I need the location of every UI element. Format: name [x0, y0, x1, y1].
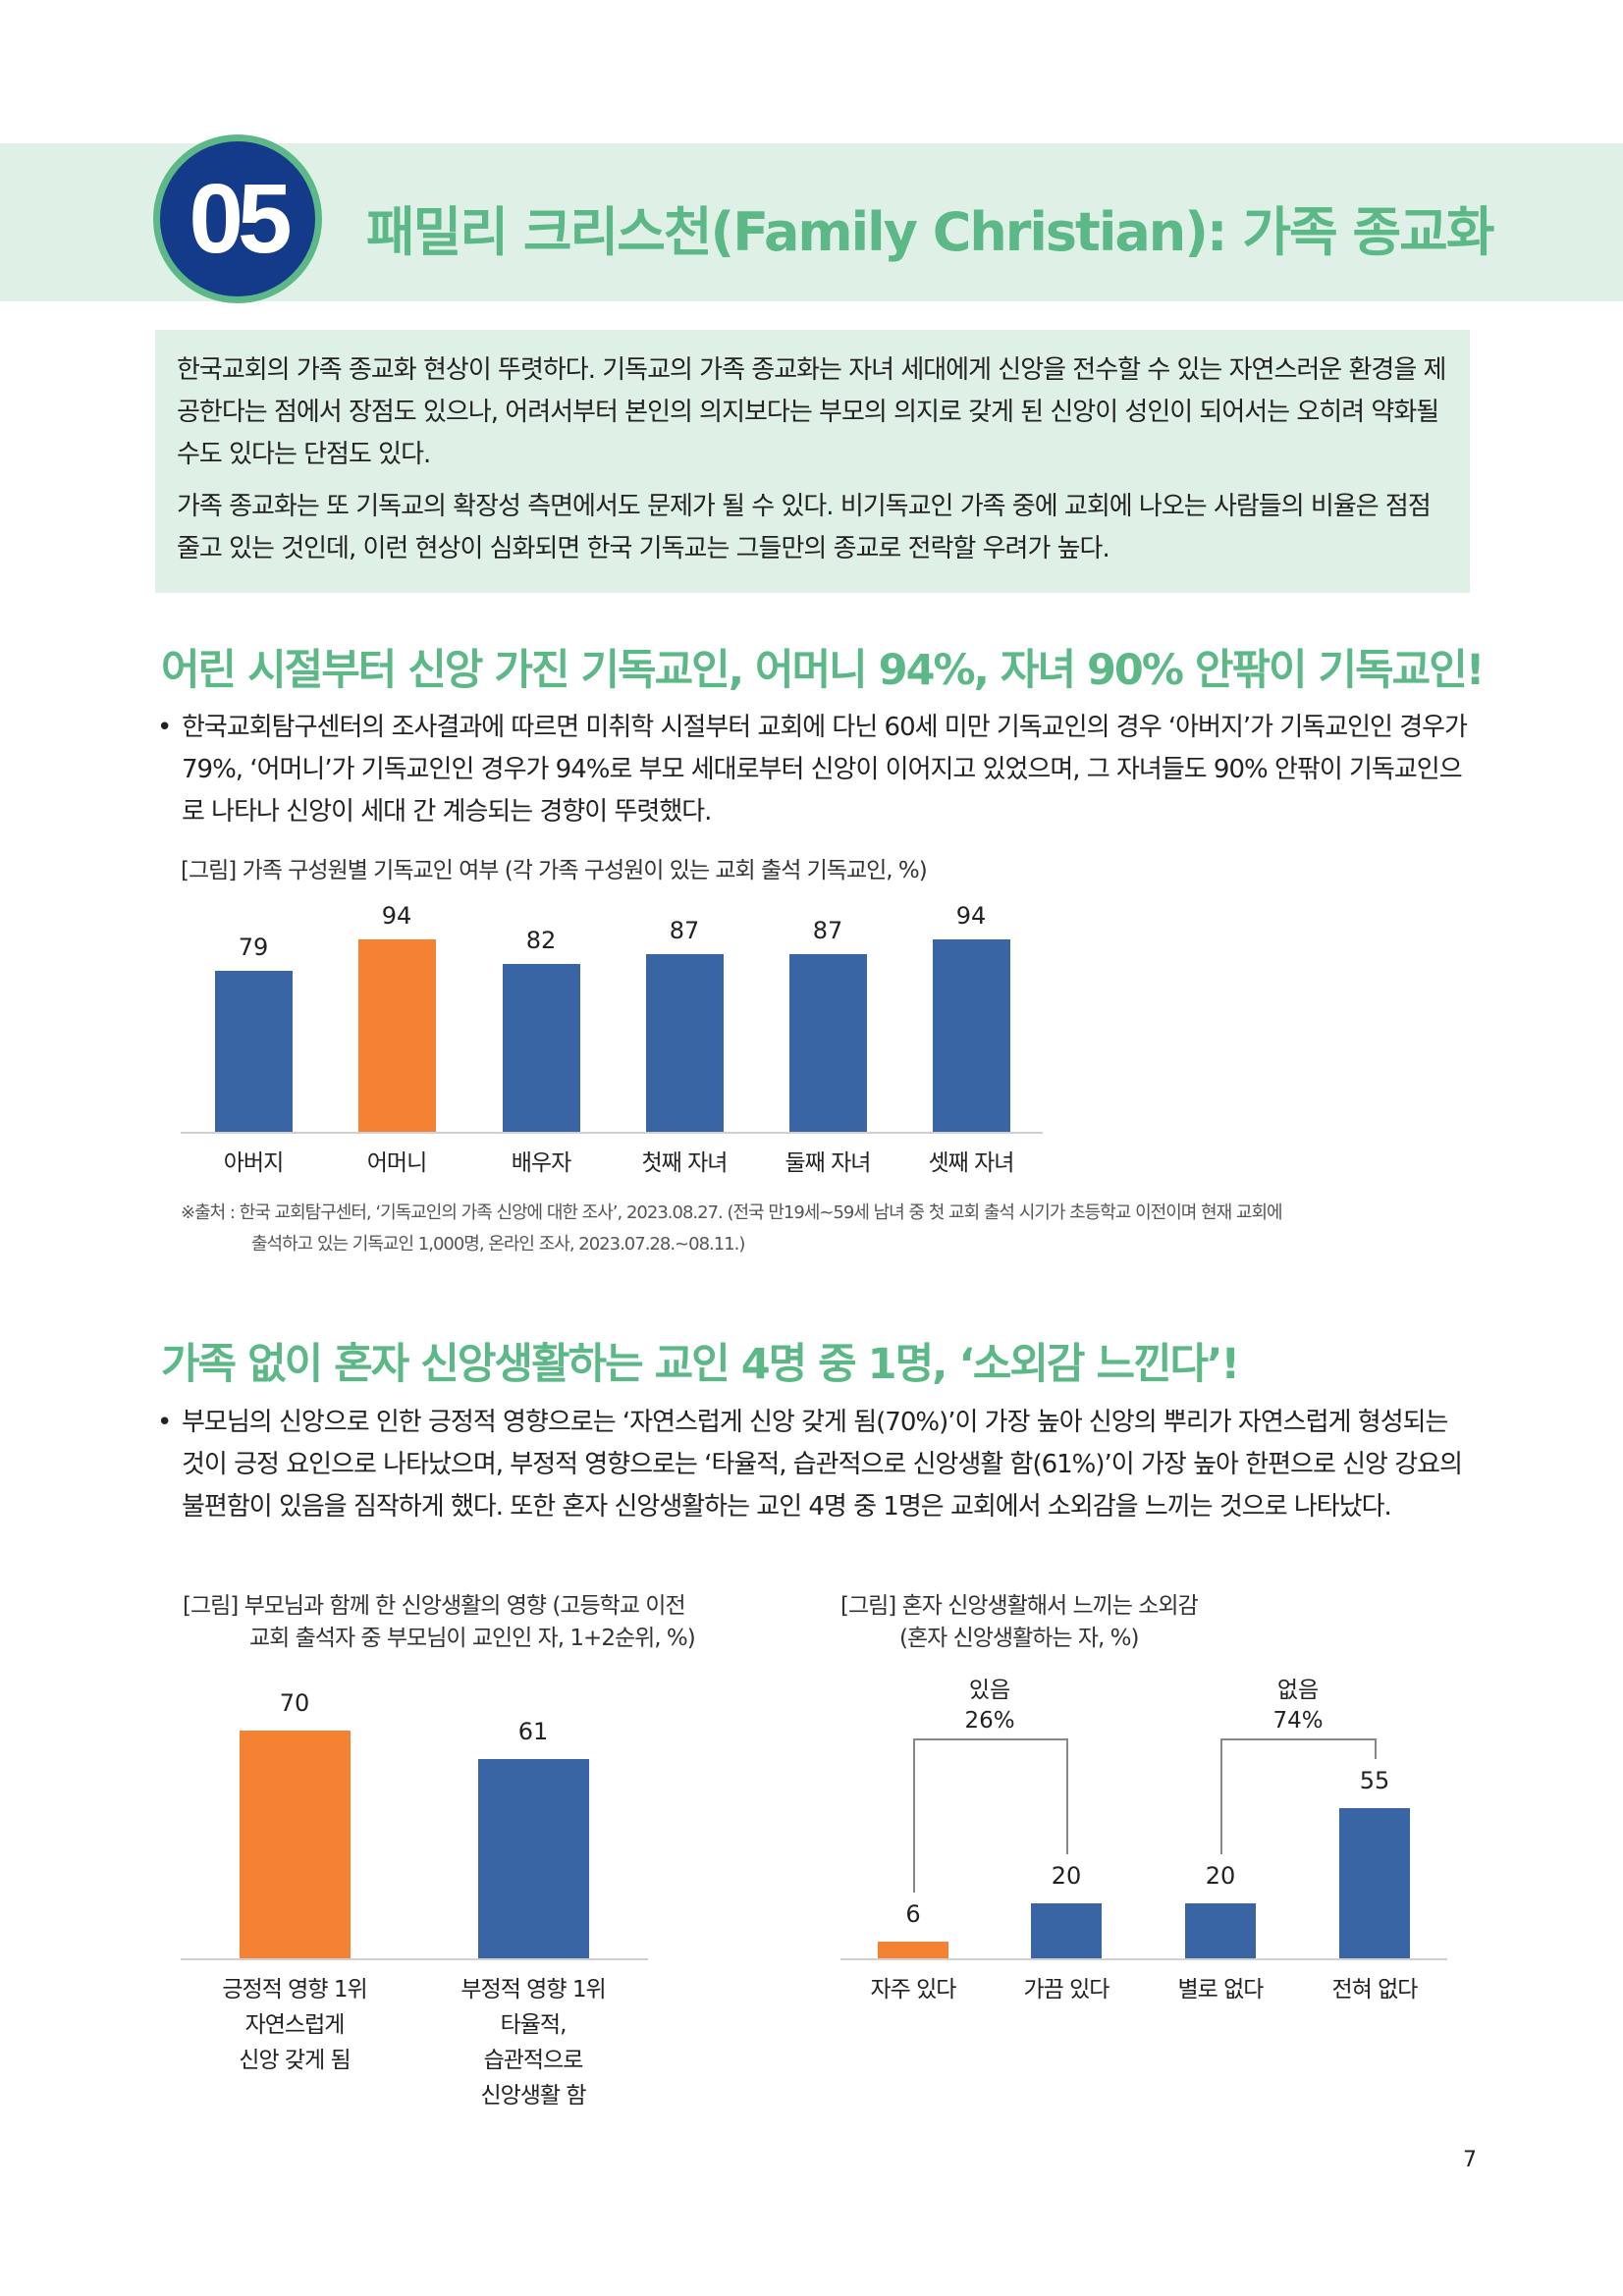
bullet-paragraph-1: • 한국교회탐구센터의 조사결과에 따르면 미취학 시절부터 교회에 다닌 60… [157, 707, 1473, 833]
bar [357, 939, 436, 1132]
bar [239, 1730, 351, 1958]
group-label-value: 74% [1272, 1708, 1324, 1734]
category-label-line: 어머니 [366, 1150, 427, 1176]
chart2-caption: [그림] 부모님과 함께 한 신앙생활의 영향 (고등학교 이전 교회 출석자 … [183, 1590, 696, 1655]
chart3-caption: [그림] 혼자 신앙생활해서 느끼는 소외감 (혼자 신앙생활하는 자, %) [840, 1590, 1199, 1655]
bullet-paragraph-2: • 부모님의 신앙으로 인한 긍정적 영향으로는 ‘자연스럽게 신앙 갖게 됨(… [157, 1402, 1473, 1528]
data-label: 87 [812, 917, 843, 945]
caption-line: [그림] 부모님과 함께 한 신앙생활의 영향 (고등학교 이전 [183, 1593, 686, 1619]
category-label-line: 습관적으로 [483, 2048, 584, 2073]
data-label: 82 [525, 927, 557, 955]
category-label-line: 전혀 없다 [1331, 1977, 1419, 2002]
data-label: 20 [1051, 1862, 1082, 1891]
category-label-line: 긍정적 영향 1위 [222, 1977, 367, 2002]
bar [214, 970, 293, 1132]
bullet-marker: • [157, 1408, 172, 1437]
caption-line: [그림] 혼자 신앙생활해서 느끼는 소외감 [840, 1593, 1199, 1619]
data-label: 61 [517, 1718, 549, 1746]
category-label: 어머니 [298, 1146, 495, 1181]
category-label: 가끔 있다 [968, 1972, 1164, 2007]
category-label: 셋째 자녀 [873, 1146, 1069, 1181]
category-label: 자주 있다 [815, 1972, 1011, 2007]
data-label: 55 [1359, 1766, 1390, 1794]
bar [1185, 1903, 1256, 1958]
section-number-badge: 05 [153, 134, 322, 303]
data-label: 94 [955, 902, 987, 931]
summary-paragraph: 가족 종교화는 또 기독교의 확장성 측면에서도 문제가 될 수 있다. 비기독… [177, 492, 1432, 563]
category-label-line: 부정적 영향 1위 [460, 1977, 606, 2002]
bullet-marker: • [157, 713, 172, 742]
group-label-value: 26% [964, 1708, 1015, 1734]
paragraph-text: 부모님의 신앙으로 인한 긍정적 영향으로는 ‘자연스럽게 신앙 갖게 됨(70… [182, 1408, 1463, 1522]
source-note: ※출처 : 한국 교회탐구센터, ‘기독교인의 가족 신앙에 대한 조사’, 2… [181, 1198, 1477, 1260]
data-label: 20 [1205, 1862, 1236, 1891]
summary-paragraph: 한국교회의 가족 종교화 현상이 뚜렷하다. 기독교의 가족 종교화는 자녀 세… [177, 355, 1446, 469]
category-label-line: 둘째 자녀 [784, 1150, 872, 1176]
category-label-line: 자주 있다 [870, 1977, 957, 2002]
category-label-line: 가끔 있다 [1023, 1977, 1110, 2002]
category-label-line: 아버지 [223, 1150, 284, 1176]
bracket-line [1066, 1738, 1068, 1855]
category-label: 첫째 자녀 [586, 1146, 783, 1181]
caption-line: 교회 출석자 중 부모님이 교인인 자, 1+2순위, %) [249, 1626, 696, 1651]
group-label: 있음 26% [931, 1676, 1049, 1736]
category-label-line: 별로 없다 [1177, 1977, 1265, 2002]
data-label: 87 [669, 917, 700, 945]
source-line: 출석하고 있는 기독교인 1,000명, 온라인 조사, 2023.07.28.… [251, 1234, 745, 1255]
paragraph-text: 한국교회탐구센터의 조사결과에 따르면 미취학 시절부터 교회에 다닌 60세 … [182, 713, 1468, 827]
page-number: 7 [1463, 2148, 1477, 2172]
bracket-line [913, 1738, 1066, 1740]
bracket-line [1375, 1738, 1377, 1759]
category-label: 배우자 [443, 1146, 639, 1181]
category-label-line: 신앙 갖게 됨 [239, 2048, 351, 2073]
category-label: 아버지 [155, 1146, 352, 1181]
category-label: 전혀 없다 [1276, 1972, 1473, 2007]
summary-box: 한국교회의 가족 종교화 현상이 뚜렷하다. 기독교의 가족 종교화는 자녀 세… [155, 330, 1470, 593]
source-line: ※출처 : 한국 교회탐구센터, ‘기독교인의 가족 신앙에 대한 조사’, 2… [181, 1202, 1283, 1223]
bar [878, 1942, 948, 1958]
bar [477, 1759, 589, 1958]
x-axis-line [840, 1958, 1447, 1960]
category-label-line: 첫째 자녀 [641, 1150, 729, 1176]
chart1-caption: [그림] 가족 구성원별 기독교인 여부 (각 가족 구성원이 있는 교회 출석… [181, 858, 928, 883]
bar [645, 954, 724, 1132]
category-label-line: 자연스럽게 [244, 2012, 346, 2038]
heading-2: 가족 없이 혼자 신앙생활하는 교인 4명 중 1명, ‘소외감 느낀다’! [161, 1340, 1240, 1389]
bar [788, 954, 867, 1132]
data-label: 79 [238, 933, 269, 961]
group-label-name: 없음 [1276, 1678, 1320, 1703]
bracket-line [1220, 1738, 1222, 1855]
heading-1: 어린 시절부터 신앙 가진 기독교인, 어머니 94%, 자녀 90% 안팎이 … [161, 646, 1485, 695]
group-label: 없음 74% [1239, 1676, 1357, 1736]
bar [1031, 1903, 1102, 1958]
category-label: 별로 없다 [1122, 1972, 1319, 2007]
data-label: 94 [381, 902, 412, 931]
category-label-line: 타율적, [500, 2012, 568, 2038]
bar [932, 939, 1010, 1132]
category-label-line: 배우자 [511, 1150, 571, 1176]
caption-line: (혼자 신앙생활하는 자, %) [899, 1626, 1139, 1651]
category-label-line: 신앙생활 함 [480, 2083, 586, 2109]
section-title: 패밀리 크리스천(Family Christian): 가족 종교화 [366, 201, 1495, 263]
x-axis-line [181, 1958, 648, 1960]
bar [502, 964, 580, 1132]
bracket-line [913, 1738, 915, 1894]
bracket-line [1220, 1738, 1375, 1740]
data-label: 70 [279, 1688, 310, 1717]
x-axis-line [181, 1132, 1043, 1134]
category-label-line: 셋째 자녀 [928, 1150, 1015, 1176]
category-label: 둘째 자녀 [730, 1146, 926, 1181]
data-label: 6 [905, 1900, 921, 1929]
bar [1339, 1807, 1410, 1958]
group-label-name: 있음 [968, 1678, 1011, 1703]
